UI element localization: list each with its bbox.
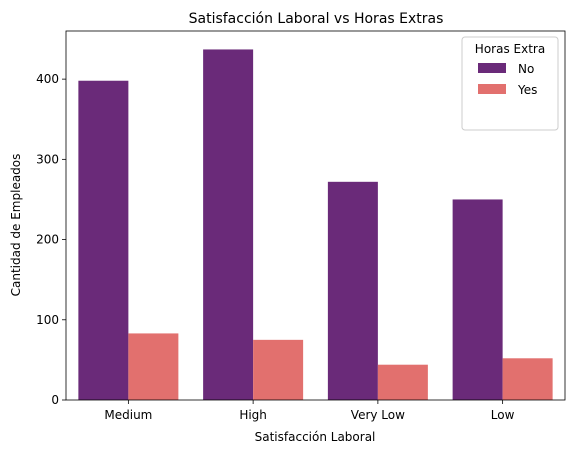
bar-medium-yes bbox=[128, 333, 179, 400]
chart-title: Satisfacción Laboral vs Horas Extras bbox=[189, 11, 444, 27]
bar-low-yes bbox=[502, 358, 553, 400]
bar-high-yes bbox=[253, 339, 304, 400]
y-tick-label: 100 bbox=[36, 313, 59, 327]
legend-label-no: No bbox=[518, 62, 534, 76]
legend-swatch-yes bbox=[478, 84, 506, 94]
y-tick-label: 0 bbox=[51, 393, 59, 407]
y-tick-label: 200 bbox=[36, 233, 59, 247]
legend-label-yes: Yes bbox=[517, 83, 537, 97]
legend-box bbox=[461, 36, 559, 131]
axes-frame bbox=[65, 30, 566, 401]
y-tick-label: 300 bbox=[36, 152, 59, 166]
legend: Horas Extra No Yes bbox=[461, 36, 559, 131]
bar-low-no bbox=[452, 199, 503, 400]
bar-medium-no bbox=[78, 80, 129, 401]
x-tick-label: Very Low bbox=[351, 408, 405, 422]
bar-very-low-yes bbox=[377, 364, 428, 400]
x-axis-label: Satisfacción Laboral bbox=[255, 430, 376, 444]
x-tick-label: Medium bbox=[104, 408, 152, 422]
x-tick-label: High bbox=[239, 408, 267, 422]
bar-high-no bbox=[203, 49, 254, 400]
legend-title: Horas Extra bbox=[475, 42, 545, 56]
y-axis-label: Cantidad de Empleados bbox=[9, 154, 23, 297]
bar-very-low-no bbox=[327, 181, 378, 400]
y-tick-label: 400 bbox=[36, 72, 59, 86]
plot-area: Medium High Very Low Low 0 100 200 300 400 bbox=[36, 30, 566, 422]
x-tick-label: Low bbox=[491, 408, 515, 422]
legend-swatch-no bbox=[478, 63, 506, 73]
